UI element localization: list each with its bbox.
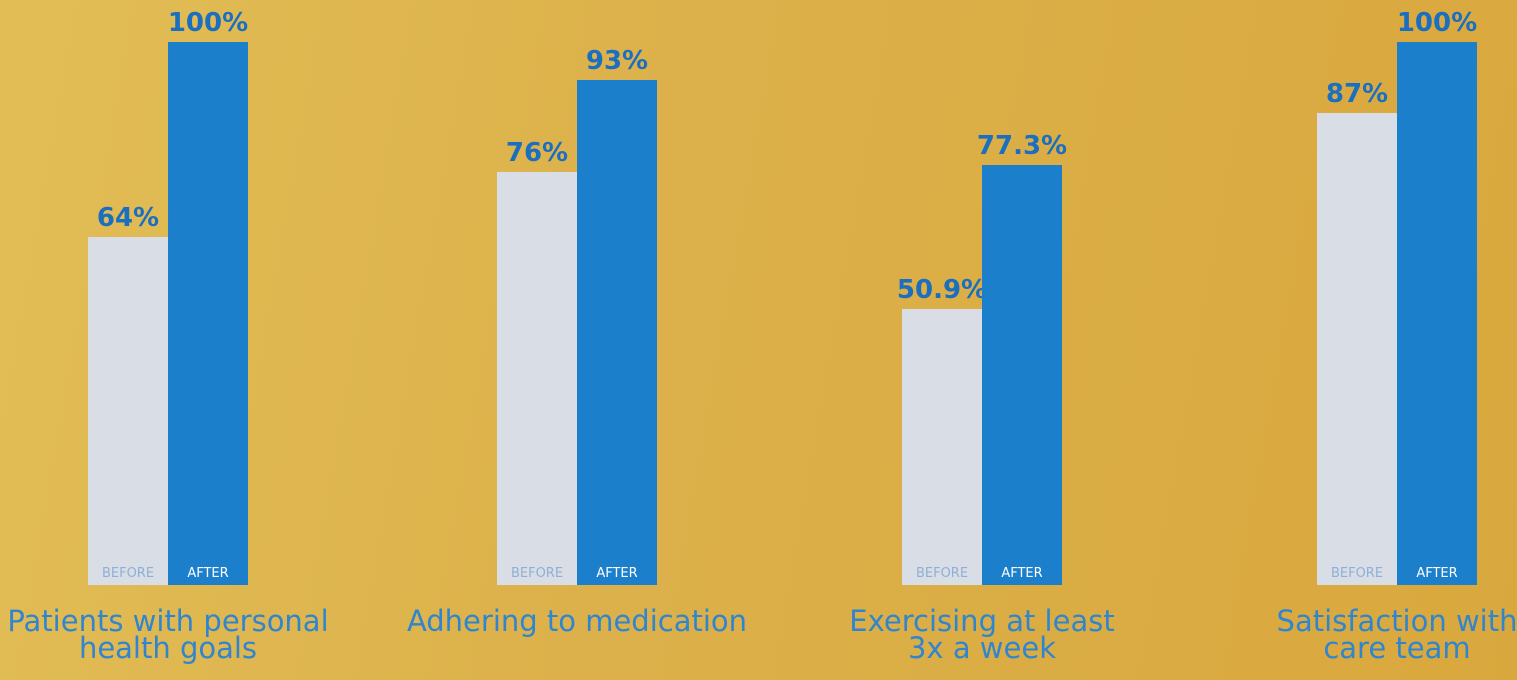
category-label: Adhering to medication (406, 604, 748, 638)
bar: BEFORE (88, 237, 168, 585)
series-label: AFTER (1416, 566, 1458, 581)
bar: BEFORE (902, 308, 982, 585)
series-label: BEFORE (510, 565, 564, 581)
value-label: 50.9% (896, 274, 988, 305)
value-label: 77.3% (976, 131, 1068, 162)
bar: AFTER (1397, 42, 1477, 585)
category-label: Patients with personal health goals (7, 604, 329, 665)
series-label: BEFORE (101, 565, 155, 581)
category-label: Satisfaction with care team (1276, 604, 1517, 665)
bar: AFTER (577, 80, 657, 585)
value-label: 64% (96, 203, 160, 234)
series-label: BEFORE (915, 565, 969, 581)
bar: BEFORE (1317, 112, 1397, 585)
value-label: 76% (505, 138, 569, 169)
series-label: AFTER (1001, 565, 1043, 581)
value-label: 87% (1325, 78, 1389, 109)
value-label: 100% (167, 8, 249, 38)
value-label: 100% (1396, 8, 1478, 38)
bar: AFTER (982, 165, 1062, 585)
bar: AFTER (168, 42, 248, 585)
category-label: Exercising at least 3x a week (849, 604, 1115, 665)
bar: BEFORE (497, 172, 577, 585)
series-label: BEFORE (1330, 565, 1384, 581)
series-label: AFTER (596, 565, 638, 581)
value-label: 93% (585, 46, 649, 76)
series-label: AFTER (187, 566, 229, 581)
